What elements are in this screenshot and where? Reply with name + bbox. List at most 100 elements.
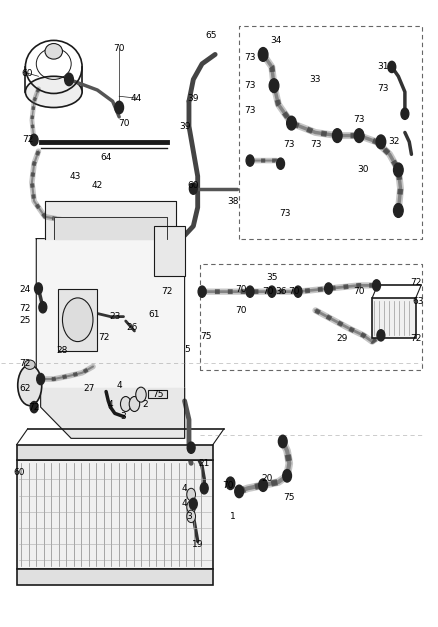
Circle shape	[267, 286, 275, 297]
Text: 70: 70	[287, 287, 299, 296]
Text: 72: 72	[20, 304, 31, 313]
Circle shape	[400, 108, 408, 119]
Circle shape	[120, 396, 131, 411]
Circle shape	[37, 374, 45, 384]
Circle shape	[268, 79, 278, 93]
Circle shape	[129, 396, 139, 411]
Text: 73: 73	[244, 53, 255, 62]
Text: 73: 73	[244, 106, 255, 115]
Text: 20: 20	[261, 475, 272, 483]
Circle shape	[200, 483, 208, 494]
Text: 60: 60	[187, 181, 198, 190]
Bar	[371, 298, 415, 339]
Text: 72: 72	[28, 403, 40, 412]
Text: 3: 3	[120, 412, 126, 421]
Text: 64: 64	[100, 153, 112, 162]
Text: 65: 65	[205, 31, 216, 40]
Text: 72: 72	[20, 359, 31, 368]
Text: 29: 29	[335, 334, 346, 343]
Bar	[17, 445, 212, 460]
Polygon shape	[45, 201, 176, 239]
Text: 75: 75	[152, 390, 164, 399]
Circle shape	[376, 330, 384, 341]
Polygon shape	[41, 388, 184, 438]
Text: 70: 70	[113, 44, 125, 53]
Text: 61: 61	[148, 310, 159, 319]
Ellipse shape	[18, 365, 42, 406]
Circle shape	[62, 298, 93, 342]
Circle shape	[135, 387, 146, 402]
Circle shape	[234, 485, 243, 498]
Text: 5: 5	[184, 345, 189, 354]
Text: 75: 75	[283, 493, 294, 502]
Circle shape	[30, 134, 38, 145]
Text: 30: 30	[357, 166, 368, 174]
Text: 4: 4	[181, 499, 187, 508]
Circle shape	[375, 135, 385, 149]
Circle shape	[332, 129, 341, 142]
Text: 24: 24	[20, 285, 31, 294]
Text: 4: 4	[181, 484, 187, 493]
Circle shape	[392, 204, 402, 218]
Circle shape	[30, 401, 38, 413]
Text: 3: 3	[186, 512, 191, 521]
Text: 62: 62	[20, 384, 31, 393]
Text: 60: 60	[22, 69, 33, 78]
Text: 27: 27	[83, 384, 94, 393]
Text: 63: 63	[411, 297, 423, 305]
Circle shape	[324, 283, 332, 294]
Ellipse shape	[25, 76, 82, 107]
Circle shape	[64, 73, 73, 86]
Circle shape	[115, 102, 123, 113]
Text: 39: 39	[187, 93, 198, 103]
Bar	[154, 226, 184, 276]
Text: 72: 72	[161, 287, 173, 296]
Text: 33: 33	[309, 75, 321, 84]
Circle shape	[293, 286, 301, 297]
Circle shape	[278, 435, 286, 448]
Text: 28: 28	[57, 347, 68, 356]
Ellipse shape	[45, 43, 62, 59]
Text: 72: 72	[409, 278, 420, 287]
Text: 60: 60	[13, 468, 25, 477]
Text: 72: 72	[409, 334, 420, 343]
Text: 73: 73	[279, 209, 290, 218]
Circle shape	[258, 479, 267, 492]
Circle shape	[189, 183, 197, 194]
Text: 19: 19	[191, 540, 203, 549]
Circle shape	[282, 470, 291, 482]
Text: 70: 70	[261, 287, 272, 296]
Text: 72: 72	[22, 135, 33, 144]
Text: 73: 73	[283, 140, 294, 149]
Circle shape	[246, 155, 254, 166]
Text: 73: 73	[353, 115, 364, 125]
Text: 44: 44	[131, 93, 142, 103]
Polygon shape	[36, 239, 184, 438]
Text: 75: 75	[200, 332, 212, 341]
Polygon shape	[53, 217, 167, 239]
Circle shape	[276, 158, 284, 169]
Text: 23: 23	[109, 312, 120, 321]
Text: 4: 4	[107, 399, 113, 409]
Circle shape	[186, 510, 195, 523]
Circle shape	[198, 286, 205, 297]
Text: 70: 70	[222, 481, 233, 490]
Bar	[58, 288, 97, 351]
Text: 34: 34	[270, 36, 281, 45]
Text: 70: 70	[353, 287, 364, 296]
Text: 70: 70	[235, 306, 247, 315]
Text: 73: 73	[309, 140, 321, 149]
Circle shape	[186, 488, 195, 501]
Circle shape	[387, 61, 395, 73]
Text: 73: 73	[377, 84, 388, 93]
Bar	[17, 460, 212, 569]
Text: 38: 38	[226, 197, 238, 206]
Text: 21: 21	[198, 459, 209, 468]
Text: 1: 1	[229, 512, 235, 521]
Text: 26: 26	[126, 323, 138, 332]
Text: 43: 43	[70, 172, 81, 181]
Text: 4: 4	[116, 381, 122, 390]
Text: 70: 70	[235, 285, 247, 294]
Circle shape	[187, 442, 194, 453]
Text: 36: 36	[274, 287, 286, 296]
